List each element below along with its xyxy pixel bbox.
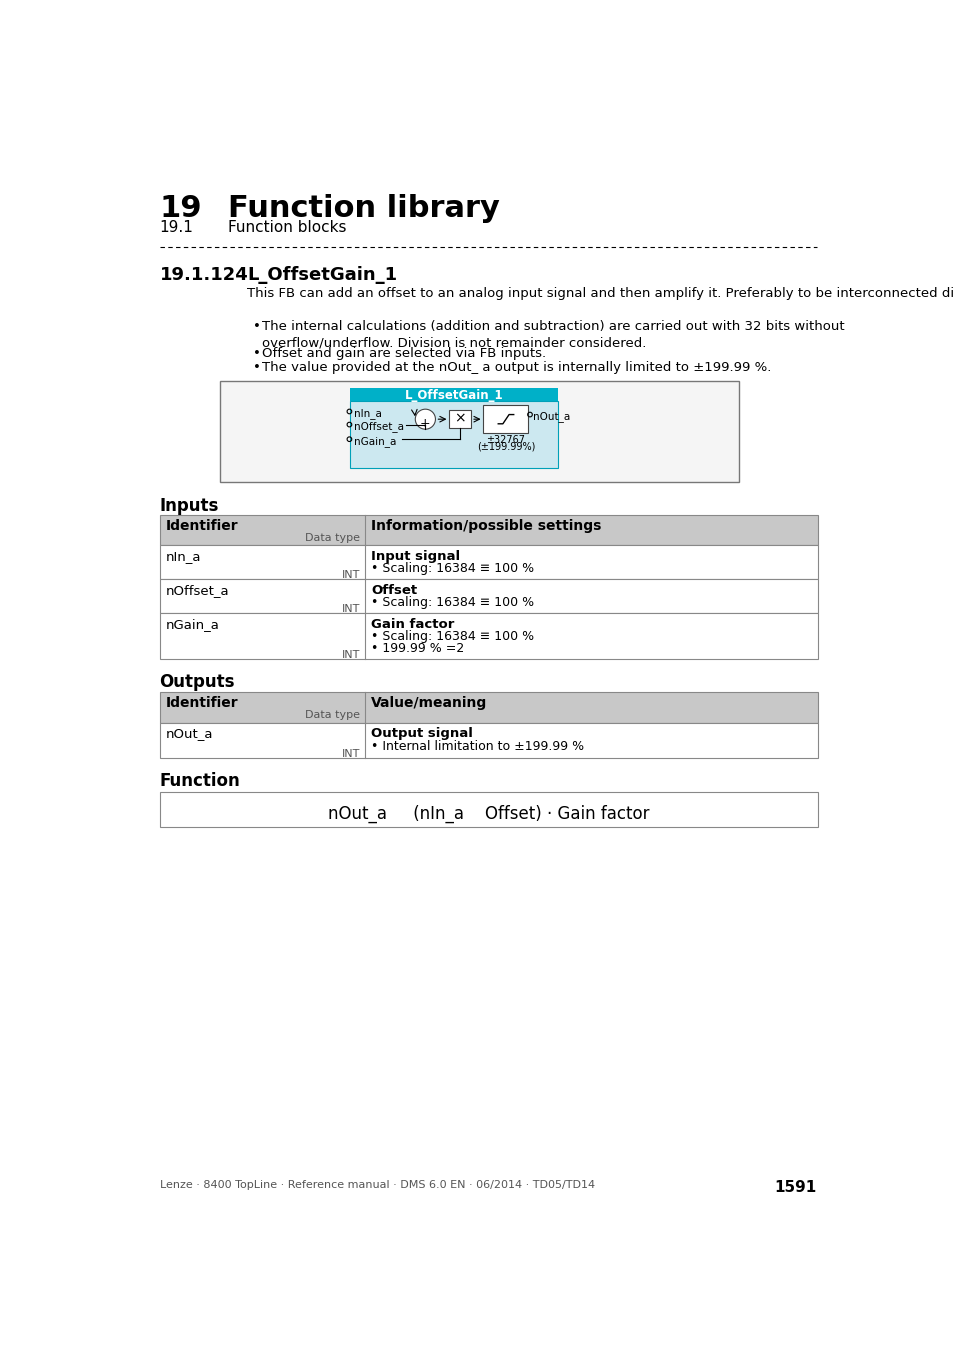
Text: nOut_a: nOut_a bbox=[533, 410, 570, 421]
Bar bbox=[159, 579, 818, 613]
Bar bbox=[220, 382, 739, 482]
Text: •: • bbox=[253, 360, 260, 374]
Bar bbox=[449, 410, 471, 428]
Bar bbox=[159, 613, 818, 659]
Bar bbox=[159, 792, 818, 828]
Text: Data type: Data type bbox=[305, 710, 360, 721]
Text: INT: INT bbox=[341, 603, 360, 614]
Text: • Scaling: 16384 ≡ 100 %: • Scaling: 16384 ≡ 100 % bbox=[371, 630, 534, 643]
Text: Function library: Function library bbox=[228, 194, 499, 223]
Bar bbox=[159, 545, 818, 579]
Text: nOffset_a: nOffset_a bbox=[166, 585, 229, 597]
Text: 1591: 1591 bbox=[774, 1180, 816, 1195]
Text: Function blocks: Function blocks bbox=[228, 220, 346, 235]
Text: Information/possible settings: Information/possible settings bbox=[371, 518, 601, 532]
Text: +: + bbox=[419, 417, 430, 429]
Text: •: • bbox=[253, 320, 260, 333]
Text: 19.1: 19.1 bbox=[159, 220, 193, 235]
Text: The internal calculations (addition and subtraction) are carried out with 32 bit: The internal calculations (addition and … bbox=[261, 320, 843, 350]
Text: ±32767: ±32767 bbox=[486, 435, 525, 444]
Text: Identifier: Identifier bbox=[166, 695, 238, 710]
Text: Function: Function bbox=[159, 772, 240, 790]
Bar bbox=[159, 514, 818, 545]
Bar bbox=[159, 722, 818, 757]
Bar bbox=[159, 691, 818, 722]
Text: Lenze · 8400 TopLine · Reference manual · DMS 6.0 EN · 06/2014 · TD05/TD14: Lenze · 8400 TopLine · Reference manual … bbox=[159, 1180, 594, 1189]
Circle shape bbox=[415, 409, 435, 429]
Text: Input signal: Input signal bbox=[371, 549, 459, 563]
Text: • Scaling: 16384 ≡ 100 %: • Scaling: 16384 ≡ 100 % bbox=[371, 563, 534, 575]
Text: • 199.99 % =2: • 199.99 % =2 bbox=[371, 643, 464, 656]
Text: This FB can add an offset to an analog input signal and then amplify it. Prefera: This FB can add an offset to an analog i… bbox=[247, 286, 953, 300]
Text: INT: INT bbox=[341, 749, 360, 759]
Text: Offset and gain are selected via FB inputs.: Offset and gain are selected via FB inpu… bbox=[261, 347, 545, 360]
Text: Value/meaning: Value/meaning bbox=[371, 695, 487, 710]
Text: Output signal: Output signal bbox=[371, 728, 473, 740]
Bar bbox=[483, 405, 528, 433]
Text: nGain_a: nGain_a bbox=[166, 618, 219, 630]
Text: • Scaling: 16384 ≡ 100 %: • Scaling: 16384 ≡ 100 % bbox=[371, 597, 534, 609]
Text: Inputs: Inputs bbox=[159, 497, 218, 514]
Text: INT: INT bbox=[341, 570, 360, 580]
Text: Data type: Data type bbox=[305, 533, 360, 543]
Text: 19: 19 bbox=[159, 194, 202, 223]
Text: Outputs: Outputs bbox=[159, 674, 234, 691]
Text: INT: INT bbox=[341, 651, 360, 660]
Bar bbox=[350, 401, 558, 468]
Text: nIn_a: nIn_a bbox=[166, 549, 201, 563]
Text: nOut_a     (nIn_a    Offset) · Gain factor: nOut_a (nIn_a Offset) · Gain factor bbox=[328, 805, 649, 823]
Text: nOut_a: nOut_a bbox=[166, 728, 213, 740]
Bar bbox=[350, 387, 558, 401]
Text: •: • bbox=[253, 347, 260, 360]
Text: Gain factor: Gain factor bbox=[371, 618, 454, 630]
Text: ×: × bbox=[454, 412, 466, 425]
Text: L_OffsetGain_1: L_OffsetGain_1 bbox=[404, 389, 503, 402]
Text: 19.1.124: 19.1.124 bbox=[159, 266, 248, 283]
Text: nOffset_a: nOffset_a bbox=[354, 421, 404, 432]
Text: Identifier: Identifier bbox=[166, 518, 238, 532]
Text: The value provided at the nOut_ a output is internally limited to ±199.99 %.: The value provided at the nOut_ a output… bbox=[261, 360, 770, 374]
Text: • Internal limitation to ±199.99 %: • Internal limitation to ±199.99 % bbox=[371, 740, 583, 752]
Text: L_OffsetGain_1: L_OffsetGain_1 bbox=[247, 266, 396, 283]
Text: nIn_a: nIn_a bbox=[354, 409, 381, 420]
Text: (±199.99%): (±199.99%) bbox=[476, 441, 535, 451]
Text: nGain_a: nGain_a bbox=[354, 436, 396, 447]
Text: Offset: Offset bbox=[371, 585, 416, 597]
